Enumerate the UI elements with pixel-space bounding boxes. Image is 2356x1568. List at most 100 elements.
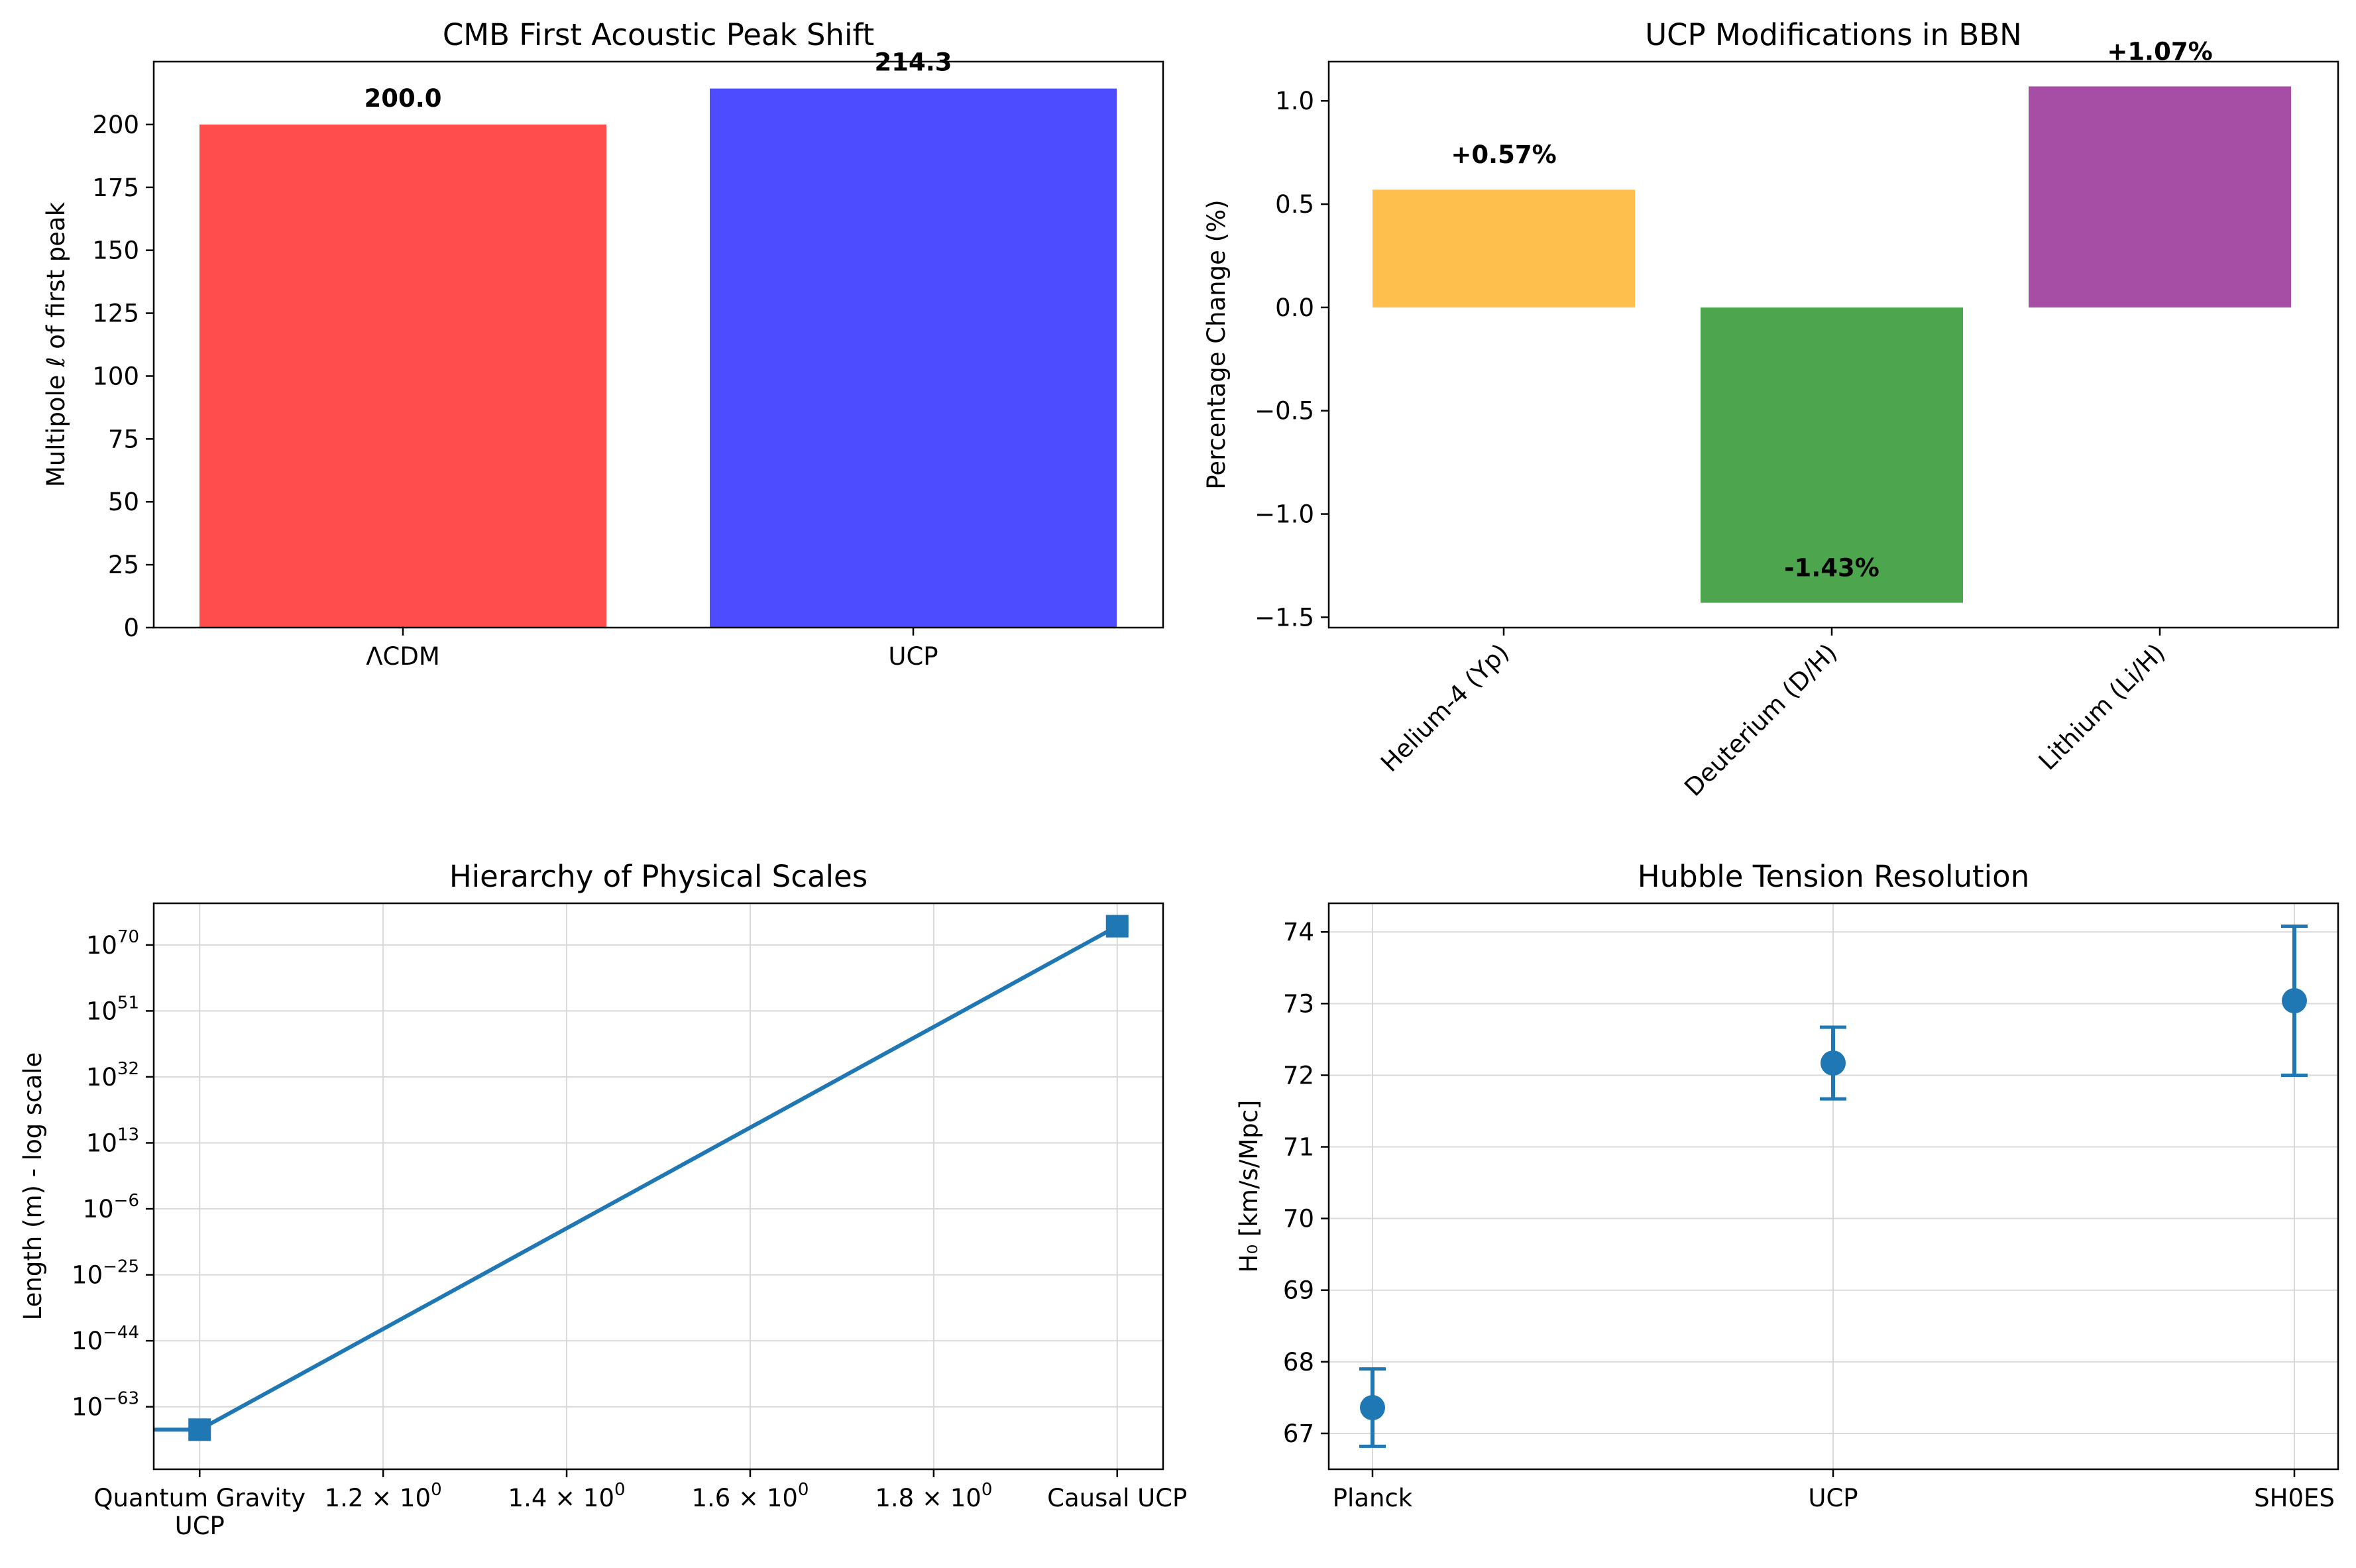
x-tick-label: Helium-4 (Yp) [1375,638,1514,777]
y-tick-label: 1.0 [1275,87,1314,115]
x-tick-label: Planck [1333,1484,1413,1512]
y-tick-label: 0.0 [1275,294,1314,322]
y-tick-label: 72 [1283,1061,1314,1090]
x-tick-label-base: 1.8 × 10 [875,1484,981,1512]
y-tick-label: 200 [92,111,139,139]
x-tick-label: Deuterium (D/H) [1679,638,1842,802]
plot-frame [1327,902,2339,1471]
hubble-panel: Planck UCP SH0ES 67 68 69 70 71 72 73 74 Hubble Ten… [1235,859,2339,1512]
x-tick-label: UCP [1808,1484,1858,1512]
y-tick-label: 100 [92,362,139,390]
y-tick-label-base: 10 [86,997,117,1025]
y-tick-label-exp: −6 [114,1191,139,1211]
y-tick-label: 1051 [86,993,139,1025]
y-tick-label: −0.5 [1255,397,1314,425]
data-point [1821,1050,1846,1076]
x-tick-label-base: 1.2 × 10 [325,1484,431,1512]
x-tick-label: UCP [175,1512,225,1540]
y-tick-label: 1013 [86,1125,139,1158]
x-tick-label-base: 1.6 × 10 [691,1484,797,1512]
series-line [198,924,1119,1431]
y-tick-label-base: 10 [86,1063,117,1092]
chart-title: CMB First Acoustic Peak Shift [443,17,874,52]
y-tick-label-exp: 70 [117,927,139,947]
y-tick-label: 10−6 [83,1191,139,1223]
x-tick-label-base: 1.4 × 10 [508,1484,614,1512]
y-tick-label-exp: −63 [103,1389,139,1409]
bar-1 [710,88,1117,628]
square-marker [188,1418,211,1441]
y-tick-label-base: 10 [83,1195,114,1223]
y-tick-label: 1032 [86,1059,139,1092]
x-tick-label: UCP [888,642,938,671]
bar-0 [1373,190,1635,308]
y-tick-label: 25 [108,551,139,579]
y-tick-label-exp: 51 [117,993,139,1013]
cmb-peak-panel: 200.0ΛCDM214.3UCP0255075100125150175200C… [42,17,1164,671]
y-tick-label-exp: 32 [117,1059,139,1079]
y-tick-label: 0.5 [1275,190,1314,219]
y-tick-label: 10−44 [72,1323,139,1355]
y-tick-label: 75 [108,425,139,453]
x-tick-label: 1.6 × 100 [691,1480,809,1512]
y-tick-label: 69 [1283,1276,1314,1305]
x-tick-label: SH0ES [2254,1484,2335,1512]
y-tick-label-base: 10 [86,931,117,960]
x-tick-label: ΛCDM [366,642,440,671]
y-tick-label: 10−63 [72,1389,139,1422]
y-tick-label: 71 [1283,1133,1314,1162]
y-axis-label: Length (m) - log scale [19,1052,47,1321]
y-axis-label: Percentage Change (%) [1202,199,1231,489]
y-tick-label-base: 10 [72,1327,103,1355]
y-tick-label: 70 [1283,1205,1314,1233]
y-tick-label-base: 10 [72,1261,103,1290]
data-point [1360,1395,1385,1421]
y-tick-label-exp: −44 [103,1323,139,1343]
y-axis-label: H₀ [km/s/Mpc] [1235,1100,1263,1273]
x-tick-label-exp: 0 [982,1480,993,1500]
square-marker [1105,915,1129,938]
y-tick-label: 125 [92,300,139,328]
bar-value-label: -1.43% [1784,554,1879,583]
x-tick-label-exp: 0 [614,1480,626,1500]
y-tick-label: 0 [123,614,139,642]
y-tick-label: 68 [1283,1348,1314,1376]
y-tick-label: 150 [92,237,139,265]
y-axis-label: Multipole ℓ of first peak [42,201,70,487]
x-tick-label-exp: 0 [431,1480,442,1500]
x-tick-label: 1.2 × 100 [325,1480,442,1512]
chart-title: Hierarchy of Physical Scales [449,859,868,894]
y-tick-label-base: 10 [72,1393,103,1422]
y-tick-label: 1070 [86,927,139,960]
chart-title: Hubble Tension Resolution [1638,859,2029,894]
x-tick-label: Causal UCP [1047,1484,1187,1512]
y-tick-label: 50 [108,488,139,516]
bar-0 [199,124,606,628]
y-tick-label-exp: 13 [117,1125,139,1145]
data-point [2282,988,2307,1014]
plot-frame [1327,60,2339,629]
bar-value-label: 200.0 [364,84,441,113]
y-tick-label: 10−25 [72,1257,139,1290]
chart-title: UCP Modifications in BBN [1645,17,2022,52]
y-tick-label: 67 [1283,1420,1314,1448]
plot-frame [152,902,1164,1471]
y-tick-label: 73 [1283,989,1314,1018]
y-tick-label-exp: −25 [103,1257,139,1277]
scales-panel: 10−6310−4410−2510−61013103210511070Quant… [19,859,1187,1540]
x-tick-label: 1.4 × 100 [508,1480,626,1512]
y-tick-label: −1.5 [1255,603,1314,632]
x-tick-label: Lithium (Li/H) [2033,638,2170,775]
bbn-panel: +0.57% Helium-4 (Yp) -1.43% Deuterium (D/H)… [1202,17,2339,802]
x-tick-label-exp: 0 [798,1480,809,1500]
plot-frame [152,60,1164,629]
y-tick-label: 74 [1283,918,1314,946]
bar-2 [2029,86,2291,308]
bar-value-label: +0.57% [1451,140,1556,169]
x-tick-label: 1.8 × 100 [875,1480,992,1512]
y-tick-label: 175 [92,174,139,202]
bar-1 [1701,307,1963,603]
x-tick-label: Quantum Gravity [93,1484,306,1512]
y-tick-label: −1.0 [1255,500,1314,529]
